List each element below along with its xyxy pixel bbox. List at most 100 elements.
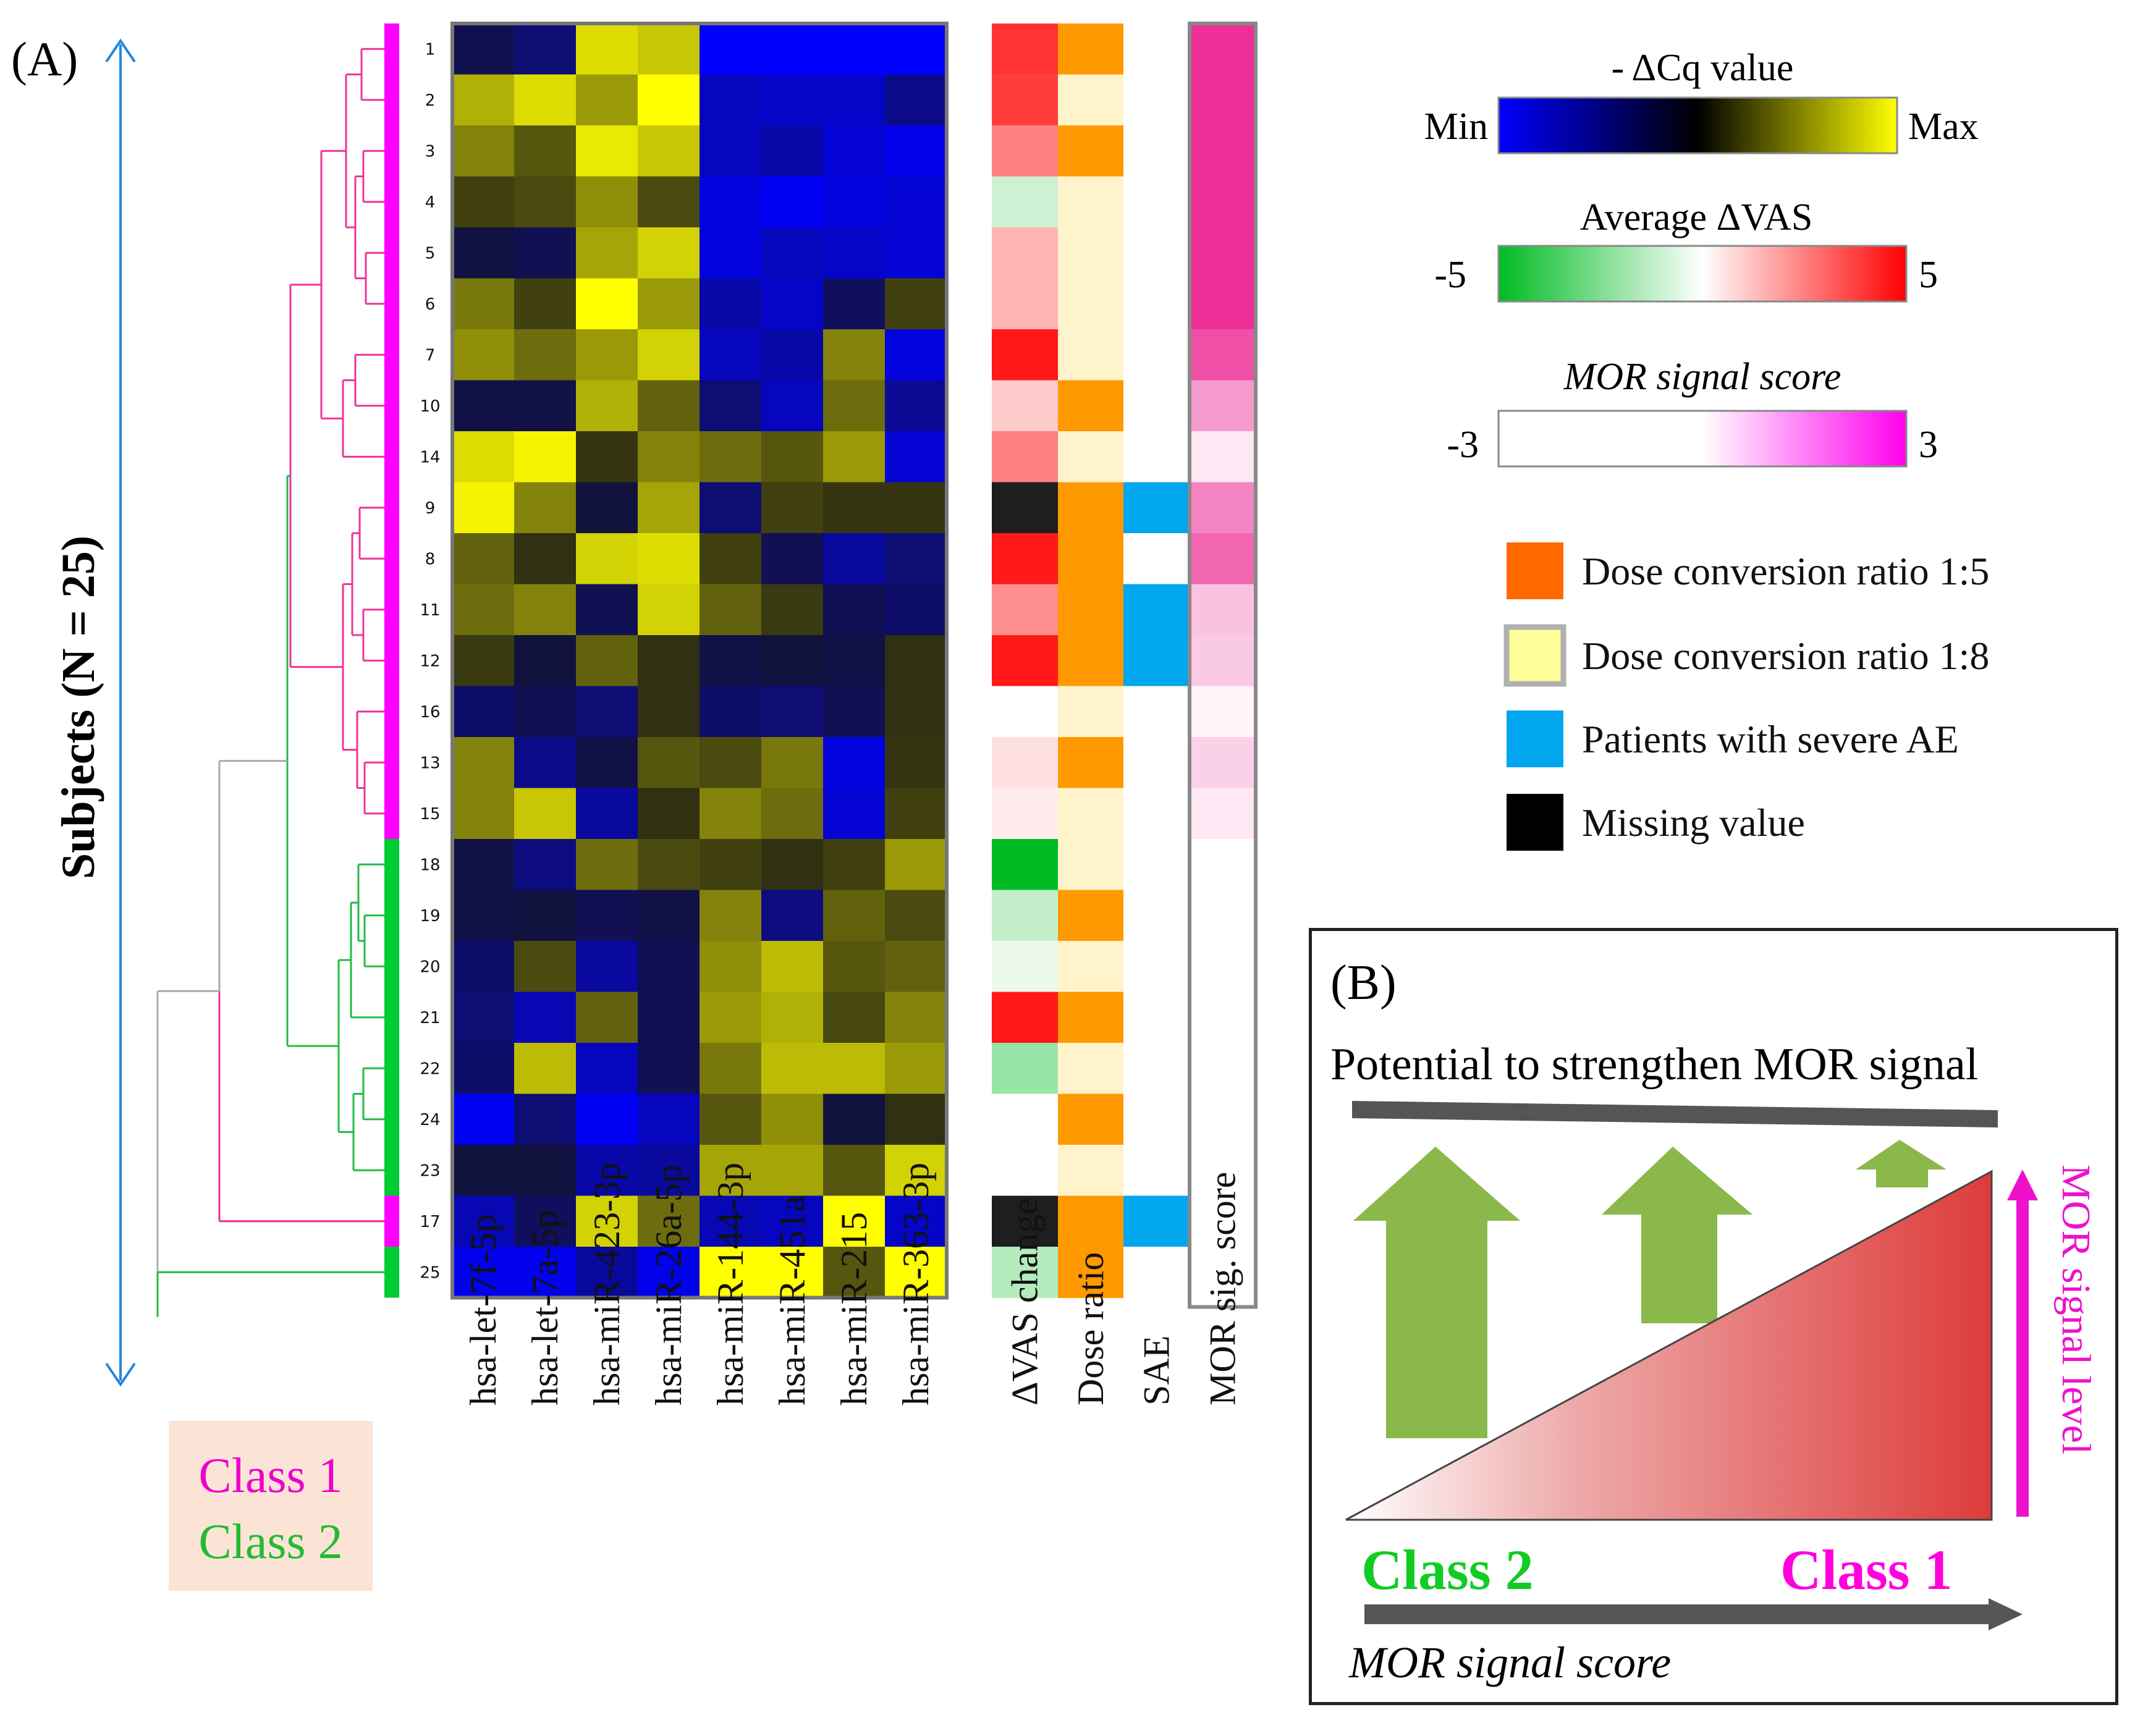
column-labels: hsa-let-7f-5p hsa-let-7a-5p hsa-miR-423-3p… [463,1163,1243,1405]
heat-cell-23-hsa-let-7f-5p [452,1145,515,1197]
heat-cell-20-hsa-miR-423-3p [576,941,638,993]
heat-cell-19-hsa-miR-144-3p [700,890,762,942]
heat-cell-11-hsa-let-7a-5p [514,584,577,636]
sae-cell-25 [1123,1247,1190,1299]
column-label: ΔVAS change [1005,1198,1046,1405]
heat-cell-13-hsa-miR-26a-5p [638,737,700,789]
heat-cell-13-hsa-miR-363-3p [885,737,947,789]
legend-mor-gradient [1497,410,1908,468]
legend-mor: MOR signal score -3 3 [1447,356,1938,468]
heat-cell-12-hsa-let-7f-5p [452,635,515,687]
row-labels: 1234567101498111216131518192021222423172… [420,40,440,1282]
dose-cell-5 [1058,227,1123,279]
heat-cell-18-hsa-miR-26a-5p [638,839,700,891]
row-label: 4 [425,193,436,212]
legend-categorical: Dose conversion ratio 1:5 Dose conversion… [1503,542,1989,851]
dose-cell-13 [1058,737,1123,789]
mor-cell-4 [1190,176,1256,228]
legend-swatch [1507,710,1563,767]
dvas-cell-22 [992,1043,1058,1095]
dose-cell-11 [1058,584,1123,636]
legend-label: Missing value [1582,801,1805,845]
heat-cell-13-hsa-miR-423-3p [576,737,638,789]
dvas-cell-13 [992,737,1058,789]
heat-cell-20-hsa-let-7a-5p [514,941,577,993]
heat-cell-14-hsa-let-7a-5p [514,431,577,483]
heat-cell-19-hsa-miR-215 [823,890,886,942]
dvas-cell-11 [992,584,1058,636]
heat-cell-4-hsa-miR-215 [823,176,886,228]
heat-cell-3-hsa-miR-451a [761,125,824,177]
mirna-block-frame [450,22,949,1300]
sae-cell-4 [1123,176,1190,228]
class1-legend-label: Class 1 [198,1449,342,1503]
x-axis-label: MOR signal score [1348,1638,1671,1687]
sae-cell-8 [1123,533,1190,585]
column-label: hsa-miR-144-3p [710,1163,751,1405]
mor-column-frame [1188,22,1258,1309]
heat-cell-5-hsa-let-7a-5p [514,227,577,279]
heat-cell-8-hsa-let-7f-5p [452,533,515,585]
heat-cell-11-hsa-let-7f-5p [452,584,515,636]
heat-cell-5-hsa-let-7f-5p [452,227,515,279]
heat-cell-9-hsa-miR-144-3p [700,482,762,534]
heat-cell-16-hsa-let-7f-5p [452,686,515,738]
heat-cell-15-hsa-let-7a-5p [514,788,577,840]
heat-cell-24-hsa-miR-363-3p [885,1093,947,1145]
sae-cell-17 [1123,1195,1190,1247]
mor-cell-17 [1190,1195,1256,1247]
dose-cell-6 [1058,278,1123,330]
mor-cell-7 [1190,329,1256,381]
row-label: 10 [420,397,440,416]
heat-cell-4-hsa-miR-144-3p [700,176,762,228]
mor-cell-20 [1190,941,1256,993]
column-label: hsa-miR-26a-5p [648,1165,689,1405]
heat-cell-15-hsa-let-7f-5p [452,788,515,840]
mor-cell-10 [1190,380,1256,432]
heat-cell-21-hsa-let-7a-5p [514,992,577,1043]
dose-cell-20 [1058,941,1123,993]
heat-cell-20-hsa-miR-451a [761,941,824,993]
heat-cell-19-hsa-miR-363-3p [885,890,947,942]
dvas-cell-7 [992,329,1058,381]
heat-cell-3-hsa-miR-363-3p [885,125,947,177]
column-label: hsa-miR-363-3p [895,1163,936,1405]
heat-cell-22-hsa-miR-215 [823,1043,886,1095]
sae-cell-22 [1123,1043,1190,1095]
legend-dcq-gradient [1497,96,1898,154]
legend-vas-max: 5 [1919,254,1938,296]
mor-cell-8 [1190,533,1256,585]
dvas-cell-5 [992,227,1058,279]
heat-cell-15-hsa-miR-451a [761,788,824,840]
heat-cell-20-hsa-miR-215 [823,941,886,993]
legend-dcq-min: Min [1424,106,1488,148]
dvas-cell-8 [992,533,1058,585]
sae-cell-5 [1123,227,1190,279]
heat-cell-21-hsa-miR-144-3p [700,992,762,1043]
mor-cell-24 [1190,1093,1256,1145]
heat-cell-4-hsa-miR-26a-5p [638,176,700,228]
class-color-bar [384,23,399,1298]
dose-cell-14 [1058,431,1123,483]
heat-cell-15-hsa-miR-215 [823,788,886,840]
row-label: 13 [420,754,440,772]
sae-cell-19 [1123,890,1190,942]
row-label: 15 [420,805,440,824]
heat-cell-1-hsa-miR-144-3p [700,23,762,75]
heat-cell-24-hsa-let-7a-5p [514,1093,577,1145]
heat-cell-1-hsa-miR-215 [823,23,886,75]
row-label: 17 [420,1213,440,1231]
legend-vas: Average ΔVAS -5 5 [1434,196,1938,303]
heat-cell-8-hsa-miR-363-3p [885,533,947,585]
row-label: 9 [425,499,436,518]
legend-mor-min: -3 [1447,424,1479,466]
heat-cell-14-hsa-miR-215 [823,431,886,483]
heat-cell-7-hsa-miR-423-3p [576,329,638,381]
heat-cell-8-hsa-let-7a-5p [514,533,577,585]
mor-cell-11 [1190,584,1256,636]
heat-cell-13-hsa-miR-215 [823,737,886,789]
panel-b: (B) Potential to strengthen MOR signal M… [1309,928,2118,1705]
heat-cell-3-hsa-let-7f-5p [452,125,515,177]
column-label: hsa-let-7a-5p [525,1210,565,1405]
dose-cell-12 [1058,635,1123,687]
